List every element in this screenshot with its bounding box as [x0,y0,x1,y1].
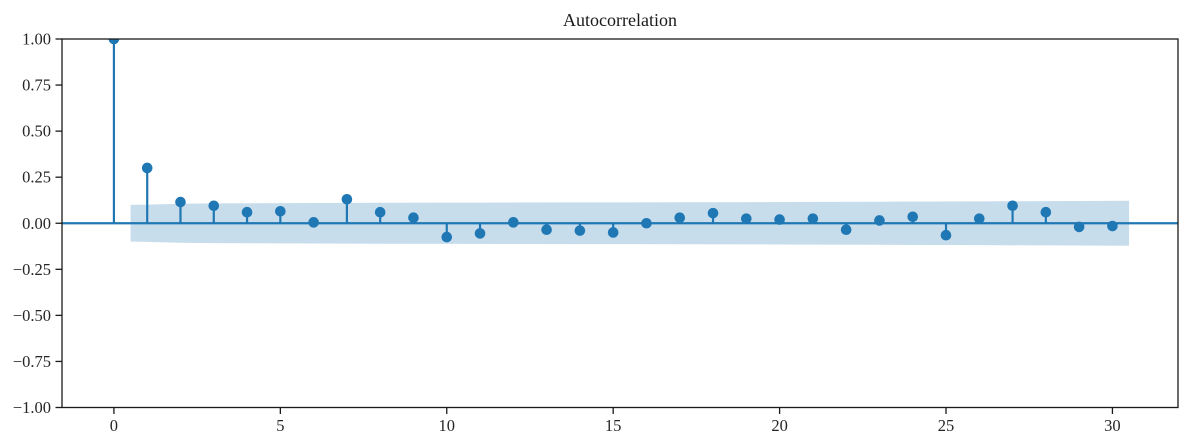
y-tick-label--0.25: −0.25 [13,260,51,279]
marker-lag-18 [707,207,719,219]
marker-lag-27 [1007,200,1018,212]
marker-lag-6 [308,217,319,228]
marker-lag-3 [208,200,220,212]
marker-lag-0 [108,39,120,45]
marker-lag-22 [840,224,852,235]
tick-layer: 0 5 10 15 20 25 30 1.00 0.75 0.50 0.25 0.00 −0.25 −0.… [13,30,1121,436]
marker-lag-8 [374,206,386,218]
y-tick-label--0.75: −0.75 [13,352,51,371]
marker-lag-11 [474,228,486,239]
y-tick-label-1: 1.00 [22,30,51,49]
marker-lag-15 [607,227,619,238]
marker-lag-20 [774,214,785,225]
marker-lag-16 [641,217,652,229]
y-tick-label-0.25: 0.25 [22,168,51,187]
marker-lag-21 [807,213,819,224]
marker-lag-29 [1073,221,1085,233]
x-tick-label-25: 25 [938,416,955,435]
marker-lag-30 [1107,220,1118,232]
y-tick-label-0.75: 0.75 [22,76,51,95]
marker-lag-7 [341,193,353,205]
x-tick-label-10: 10 [439,416,456,435]
marker-lag-19 [741,213,752,224]
marker-lag-25 [940,229,952,241]
marker-layer [108,39,1118,243]
marker-lag-24 [907,211,919,223]
x-tick-label-20: 20 [771,416,788,435]
x-tick-label-5: 5 [276,416,284,435]
marker-lag-23 [874,215,885,226]
marker-lag-13 [541,224,552,235]
marker-lag-17 [674,212,686,224]
marker-lag-4 [241,206,253,218]
marker-lag-5 [275,205,286,217]
y-tick-label--0.5: −0.50 [13,306,51,325]
x-tick-label-0: 0 [110,416,118,435]
x-tick-label-30: 30 [1104,416,1121,435]
marker-lag-14 [574,225,586,236]
marker-lag-2 [175,196,186,208]
y-tick-label-0.5: 0.50 [22,122,51,141]
plot-border [61,38,1179,409]
marker-lag-28 [1040,206,1052,218]
marker-lag-10 [441,231,453,243]
chart-title: Autocorrelation [563,10,677,30]
marker-lag-9 [408,212,419,224]
y-tick-label--1: −1.00 [13,398,51,417]
x-tick-label-15: 15 [605,416,622,435]
marker-lag-1 [141,162,153,174]
marker-lag-12 [508,217,519,228]
marker-lag-26 [973,213,985,224]
y-tick-label-0: 0.00 [22,214,51,233]
